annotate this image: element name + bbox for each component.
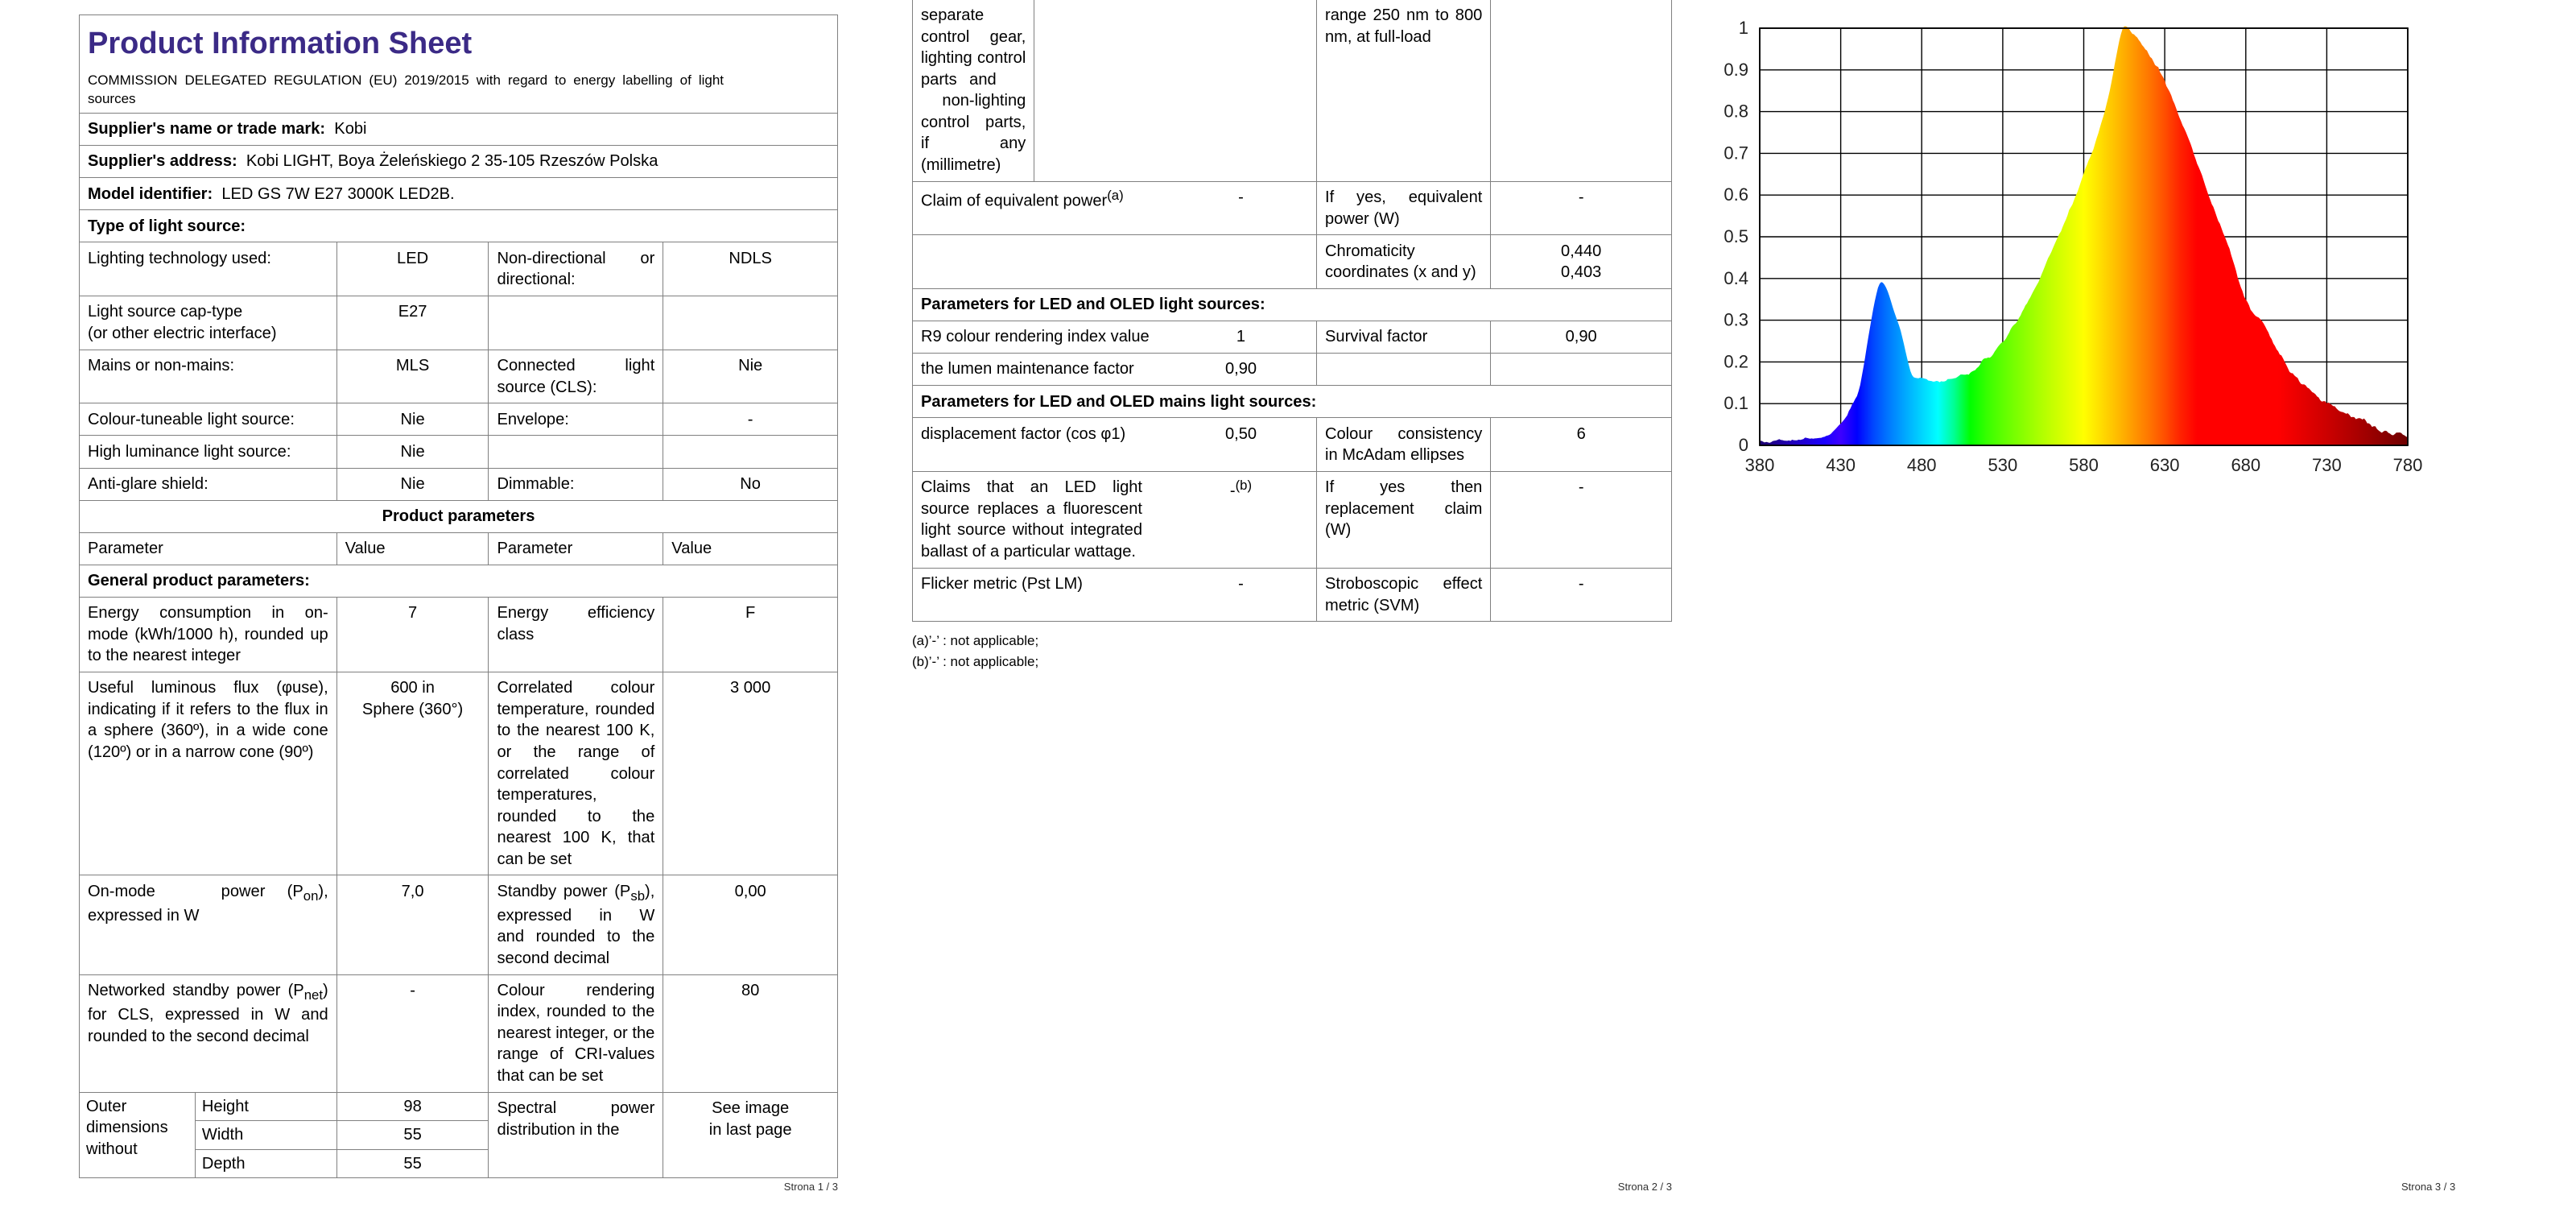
svg-text:0: 0: [1739, 435, 1748, 455]
svg-text:1: 1: [1739, 18, 1748, 38]
svg-text:480: 480: [1907, 455, 1937, 475]
svg-text:630: 630: [2150, 455, 2180, 475]
svg-text:680: 680: [2231, 455, 2260, 475]
svg-text:430: 430: [1826, 455, 1856, 475]
svg-text:0.5: 0.5: [1724, 226, 1748, 246]
svg-text:0.6: 0.6: [1724, 184, 1748, 205]
svg-text:0.7: 0.7: [1724, 143, 1748, 163]
svg-text:0.8: 0.8: [1724, 101, 1748, 122]
svg-text:730: 730: [2312, 455, 2342, 475]
svg-text:0.3: 0.3: [1724, 310, 1748, 330]
svg-text:380: 380: [1745, 455, 1775, 475]
svg-text:780: 780: [2393, 455, 2423, 475]
svg-text:530: 530: [1988, 455, 2018, 475]
svg-text:580: 580: [2069, 455, 2099, 475]
svg-text:0.4: 0.4: [1724, 268, 1748, 288]
svg-text:0.9: 0.9: [1724, 60, 1748, 80]
svg-text:0.1: 0.1: [1724, 393, 1748, 413]
svg-text:0.2: 0.2: [1724, 351, 1748, 371]
